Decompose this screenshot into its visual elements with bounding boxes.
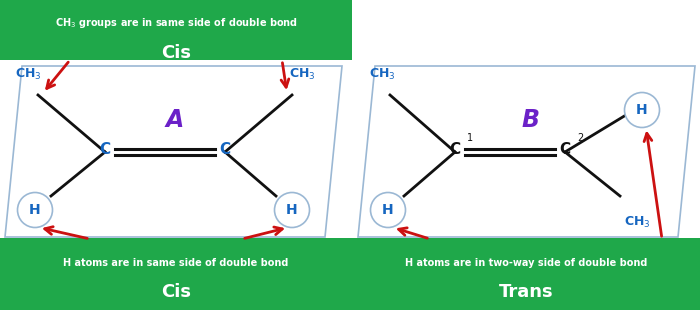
- Text: CH$_3$: CH$_3$: [15, 67, 41, 82]
- Text: 2: 2: [577, 133, 583, 143]
- Text: CH$_3$ groups are in same side of double bond: CH$_3$ groups are in same side of double…: [55, 16, 298, 30]
- Text: C: C: [219, 143, 230, 157]
- Text: C: C: [559, 143, 570, 157]
- Text: H: H: [636, 103, 648, 117]
- Text: H: H: [382, 203, 394, 217]
- Text: Cis: Cis: [161, 283, 191, 301]
- Circle shape: [274, 193, 309, 228]
- Text: H atoms are in two-way side of double bond: H atoms are in two-way side of double bo…: [405, 258, 648, 268]
- Bar: [352, 238, 700, 310]
- Text: A: A: [166, 108, 184, 132]
- Text: B: B: [521, 108, 539, 132]
- Bar: [0, 238, 352, 310]
- Text: Trans: Trans: [498, 283, 553, 301]
- Circle shape: [624, 92, 659, 127]
- Text: C: C: [449, 143, 461, 157]
- Text: H atoms are in same side of double bond: H atoms are in same side of double bond: [63, 258, 288, 268]
- Circle shape: [370, 193, 405, 228]
- Text: CH$_3$: CH$_3$: [624, 215, 650, 230]
- Text: H: H: [29, 203, 41, 217]
- Bar: [0, 0, 352, 60]
- Text: CH$_3$: CH$_3$: [288, 67, 315, 82]
- Circle shape: [18, 193, 52, 228]
- Text: C: C: [99, 143, 111, 157]
- Text: CH$_3$: CH$_3$: [369, 67, 396, 82]
- Text: 1: 1: [467, 133, 473, 143]
- Text: Cis: Cis: [161, 44, 191, 62]
- Text: H: H: [286, 203, 297, 217]
